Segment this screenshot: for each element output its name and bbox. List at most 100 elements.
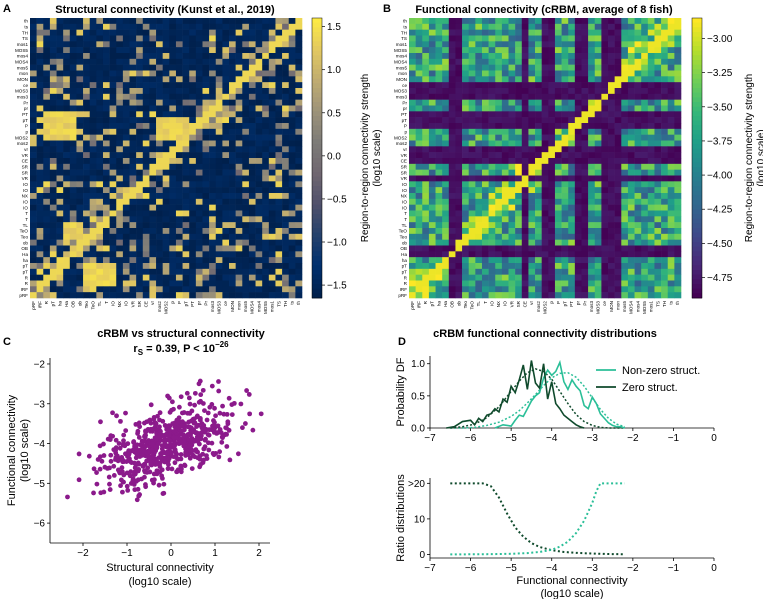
heatmap-cell <box>647 111 655 118</box>
heatmap-cell <box>568 286 576 293</box>
heatmap-cell <box>608 128 615 135</box>
heatmap-cell <box>255 111 263 118</box>
heatmap-cell <box>295 70 303 77</box>
heatmap-cell <box>156 222 163 229</box>
heatmap-cell <box>442 228 450 235</box>
heatmap-cell <box>428 245 436 252</box>
heatmap-cell <box>43 35 51 42</box>
heatmap-cell <box>248 128 256 135</box>
heatmap-cell <box>169 198 177 205</box>
heatmap-cell <box>621 47 629 54</box>
heatmap-cell <box>56 152 64 159</box>
row-label: ha <box>23 258 29 263</box>
heatmap-cell <box>581 134 589 141</box>
scatter-point <box>99 458 105 464</box>
heatmap-cell <box>674 146 682 153</box>
heatmap-cell <box>435 198 443 205</box>
heatmap-cell <box>83 175 90 182</box>
heatmap-cell <box>169 210 177 217</box>
heatmap-cell <box>295 134 303 141</box>
heatmap-cell <box>275 251 283 258</box>
heatmap-cell <box>548 268 556 275</box>
heatmap-cell <box>415 257 423 264</box>
heatmap-cell <box>76 268 84 275</box>
heatmap-cell <box>89 251 97 258</box>
heatmap-cell <box>521 204 529 211</box>
heatmap-cell <box>641 128 649 135</box>
heatmap-cell <box>89 222 97 229</box>
heatmap-cell <box>36 41 44 48</box>
scatter-point <box>169 399 175 405</box>
heatmap-cell <box>594 53 602 60</box>
heatmap-a <box>30 18 303 299</box>
heatmap-cell <box>69 239 77 246</box>
heatmap-cell <box>109 88 117 95</box>
heatmap-cell <box>409 239 416 246</box>
heatmap-cell <box>189 93 197 100</box>
heatmap-cell <box>422 280 430 287</box>
heatmap-cell <box>122 35 130 42</box>
heatmap-cell <box>614 111 622 118</box>
heatmap-cell <box>96 123 104 130</box>
scatter-point <box>101 489 107 495</box>
heatmap-cell <box>222 181 230 188</box>
heatmap-cell <box>129 216 137 223</box>
heatmap-cell <box>69 35 77 42</box>
heatmap-cell <box>475 123 483 130</box>
heatmap-cell <box>156 280 163 287</box>
heatmap-cell <box>535 268 542 275</box>
heatmap-cell <box>295 286 303 293</box>
heatmap-cell <box>528 233 536 240</box>
heatmap-cell <box>442 58 450 65</box>
heatmap-cell <box>608 251 615 258</box>
col-label: IO <box>110 301 115 306</box>
colorbar-swatch <box>312 176 322 182</box>
heatmap-cell <box>608 41 615 48</box>
heatmap-cell <box>182 216 190 223</box>
heatmap-cell <box>255 222 263 229</box>
heatmap-cell <box>475 64 483 71</box>
heatmap-cell <box>614 286 622 293</box>
scatter-point <box>223 425 229 431</box>
heatmap-cell <box>255 152 263 159</box>
heatmap-cell <box>288 245 296 252</box>
heatmap-cell <box>202 181 210 188</box>
heatmap-cell <box>435 204 443 211</box>
heatmap-cell <box>627 251 635 258</box>
heatmap-cell <box>175 193 183 200</box>
heatmap-cell <box>674 263 682 270</box>
heatmap-cell <box>641 175 649 182</box>
colorbar-swatch <box>312 274 322 280</box>
heatmap-cell <box>515 93 523 100</box>
heatmap-cell <box>647 29 655 36</box>
heatmap-cell <box>49 239 57 246</box>
heatmap-cell <box>175 70 183 77</box>
heatmap-cell <box>83 233 90 240</box>
scatter-point <box>124 483 130 489</box>
heatmap-cell <box>169 158 177 165</box>
heatmap-cell <box>621 286 629 293</box>
heatmap-cell <box>63 23 71 30</box>
heatmap-cell <box>654 274 662 281</box>
heatmap-cell <box>548 175 556 182</box>
heatmap-cell <box>156 286 163 293</box>
heatmap-cell <box>501 111 509 118</box>
heatmap-cell <box>548 163 556 170</box>
heatmap-cell <box>495 93 503 100</box>
heatmap-cell <box>641 41 649 48</box>
heatmap-cell <box>116 47 124 54</box>
heatmap-cell <box>76 163 84 170</box>
heatmap-cell <box>43 111 51 118</box>
heatmap-cell <box>515 198 523 205</box>
colorbar-swatch <box>312 195 322 201</box>
heatmap-cell <box>109 64 117 71</box>
heatmap-cell <box>621 263 629 270</box>
heatmap-cell <box>282 257 290 264</box>
heatmap-cell <box>435 163 443 170</box>
colorbar-swatch <box>692 209 702 215</box>
heatmap-cell <box>528 222 536 229</box>
heatmap-cell <box>422 82 430 89</box>
heatmap-cell <box>627 123 635 130</box>
col-label: Teo <box>84 301 89 309</box>
